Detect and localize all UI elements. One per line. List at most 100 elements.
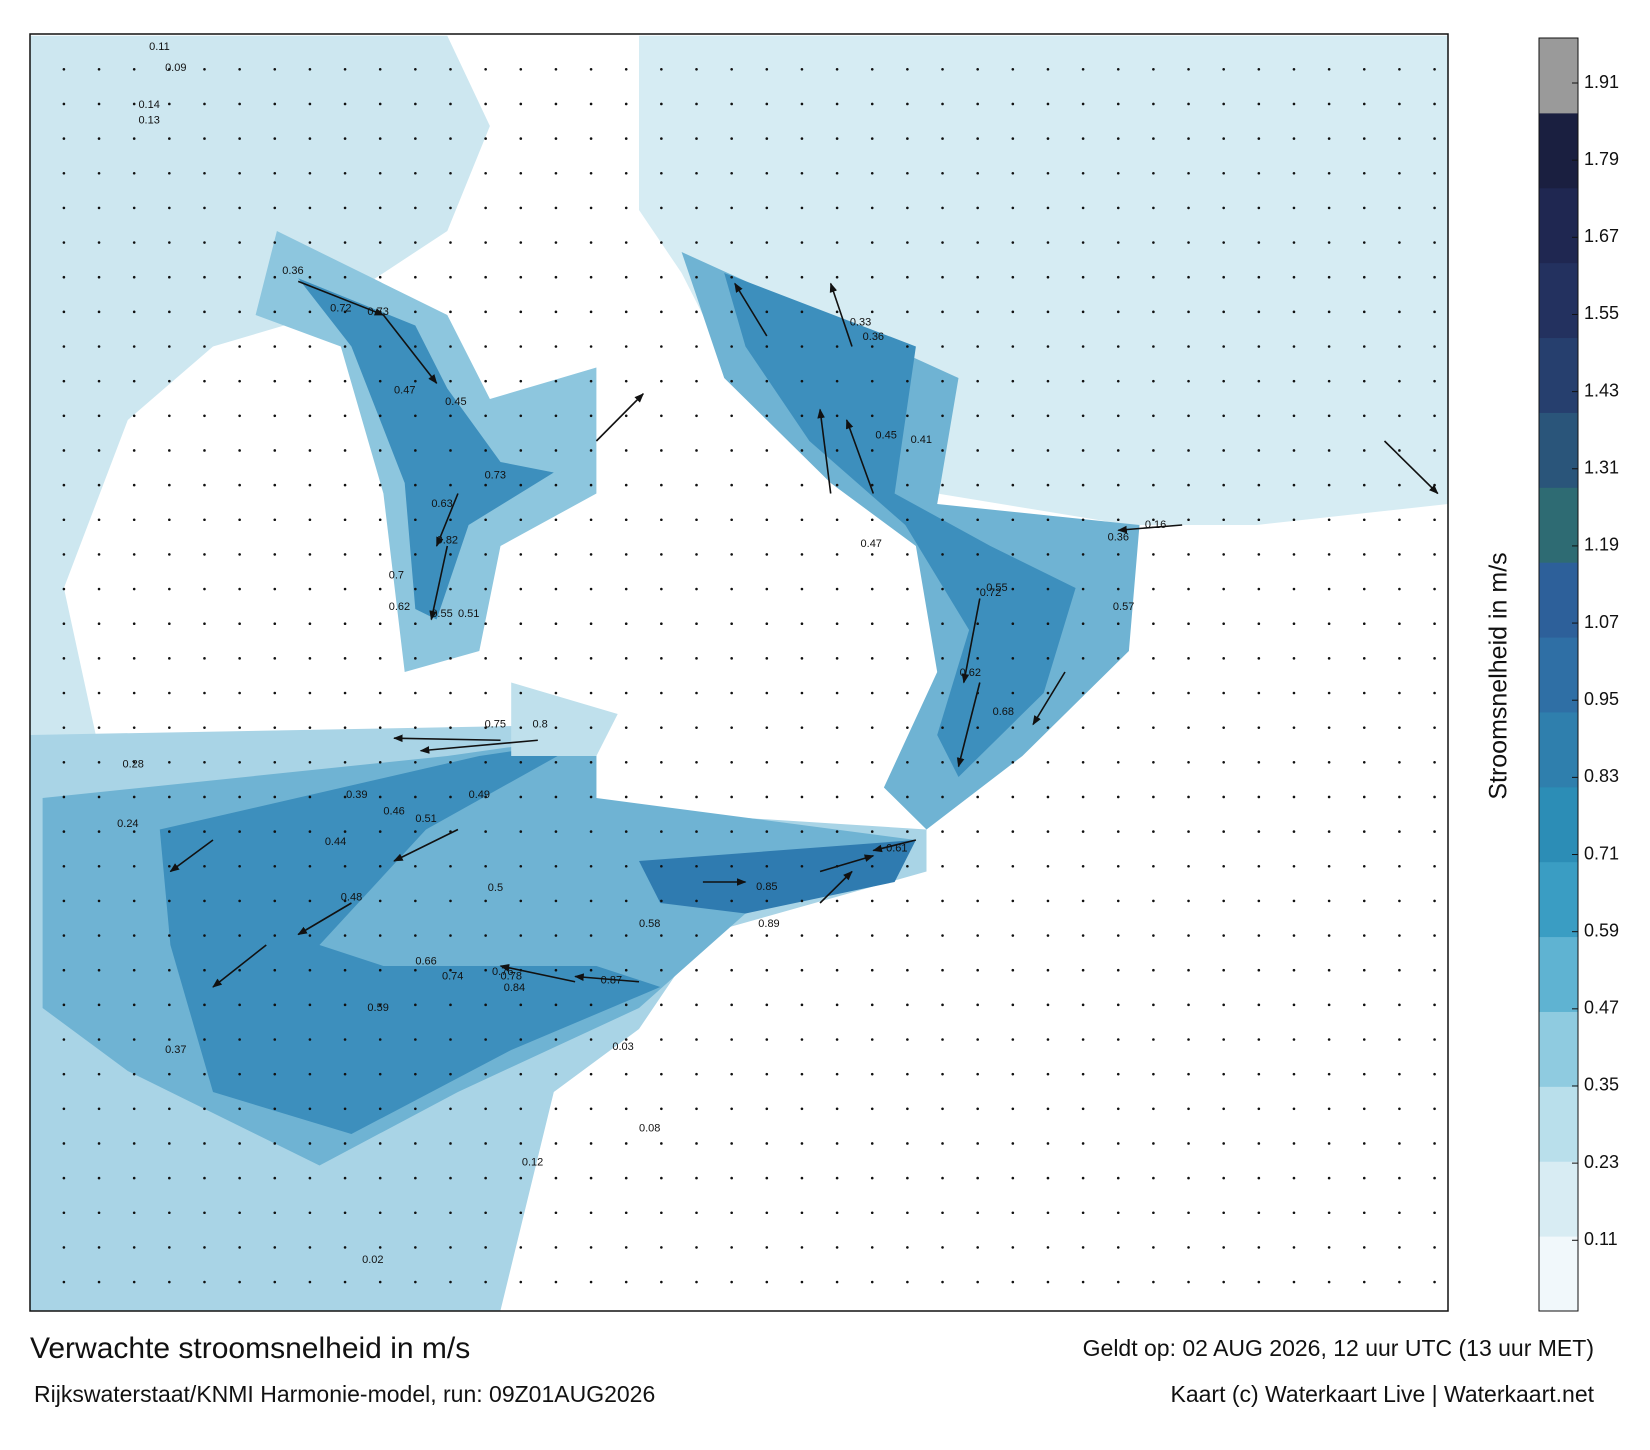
grid-dot: [1292, 449, 1296, 452]
grid-dot: [203, 483, 206, 487]
grid-dot: [484, 587, 487, 591]
grid-dot: [870, 622, 874, 625]
grid-dot: [976, 310, 979, 314]
grid-dot: [660, 657, 663, 660]
grid-dot: [1327, 1142, 1331, 1145]
grid-dot: [168, 830, 171, 833]
colorbar-tick-label: 0.59: [1584, 920, 1619, 940]
grid-dot: [97, 310, 101, 314]
grid-dot: [484, 553, 487, 556]
grid-dot: [1362, 345, 1366, 348]
grid-dot: [1081, 934, 1085, 937]
grid-dot: [62, 1176, 66, 1180]
speed-label: 0.73: [485, 470, 506, 482]
grid-dot: [132, 864, 136, 868]
grid-dot: [1011, 691, 1015, 695]
grid-dot: [1046, 657, 1050, 660]
colorbar-tick-label: 0.83: [1584, 766, 1619, 786]
grid-dot: [589, 553, 593, 556]
grid-dot: [1222, 1142, 1225, 1145]
grid-dot: [554, 553, 558, 556]
grid-dot: [906, 68, 909, 71]
grid-dot: [589, 830, 593, 833]
speed-label: 0.73: [367, 306, 388, 318]
grid-dot: [378, 864, 382, 868]
grid-dot: [554, 1142, 558, 1145]
grid-dot: [238, 449, 241, 452]
grid-dot: [168, 206, 171, 210]
grid-dot: [378, 483, 382, 487]
grid-dot: [941, 483, 944, 487]
grid-dot: [168, 1280, 171, 1284]
grid-dot: [1398, 1142, 1401, 1145]
grid-dot: [624, 899, 628, 903]
current-arrow: [393, 828, 459, 862]
grid-dot: [976, 622, 979, 625]
grid-dot: [414, 691, 417, 695]
grid-dot: [1292, 587, 1296, 591]
grid-dot: [800, 379, 804, 383]
grid-dot: [1222, 795, 1225, 799]
grid-dot: [238, 483, 241, 487]
grid-dot: [414, 1142, 417, 1145]
grid-dot: [519, 587, 523, 591]
grid-dot: [414, 622, 417, 625]
grid-dot: [203, 795, 206, 799]
grid-dot: [238, 691, 241, 695]
grid-dot: [343, 275, 347, 279]
grid-dot: [1257, 1246, 1261, 1249]
grid-dot: [132, 587, 136, 591]
grid-dot: [414, 1072, 417, 1076]
grid-dot: [554, 275, 558, 279]
grid-dot: [1187, 899, 1190, 903]
colorbar-tick-label: 1.91: [1584, 72, 1619, 92]
grid-dot: [97, 414, 101, 418]
grid-dot: [1046, 414, 1050, 418]
grid-dot: [1362, 1072, 1366, 1076]
speed-label: 0.66: [415, 956, 436, 968]
grid-dot: [835, 345, 839, 348]
grid-dot: [1116, 1142, 1120, 1145]
grid-dot: [1433, 1280, 1436, 1284]
grid-dot: [1398, 275, 1401, 279]
grid-dot: [695, 1142, 698, 1145]
grid-dot: [414, 102, 417, 106]
grid-dot: [1433, 622, 1436, 625]
grid-dot: [1116, 414, 1120, 418]
grid-dot: [1011, 206, 1015, 210]
current-arrow: [169, 839, 214, 873]
grid-dot: [414, 795, 417, 799]
grid-dot: [1011, 1107, 1015, 1111]
grid-dot: [589, 241, 593, 244]
grid-dot: [1011, 310, 1015, 314]
grid-dot: [765, 206, 769, 210]
grid-dot: [941, 622, 944, 625]
grid-dot: [1433, 1003, 1436, 1007]
grid-dot: [1362, 1246, 1366, 1249]
grid-dot: [624, 726, 628, 729]
grid-dot: [343, 899, 347, 903]
grid-dot: [62, 691, 66, 695]
grid-dot: [238, 622, 241, 625]
grid-dot: [976, 934, 979, 937]
grid-dot: [1433, 275, 1436, 279]
grid-dot: [730, 1280, 733, 1284]
grid-dot: [1187, 241, 1190, 244]
grid-dot: [695, 657, 698, 660]
grid-dot: [168, 310, 171, 314]
grid-dot: [132, 518, 136, 522]
grid-dot: [1187, 657, 1190, 660]
grid-dot: [765, 1038, 769, 1041]
grid-dot: [695, 830, 698, 833]
grid-dot: [449, 171, 452, 175]
grid-dot: [800, 241, 804, 244]
grid-dot: [1046, 553, 1050, 556]
grid-dot: [414, 657, 417, 660]
grid-dot: [941, 899, 944, 903]
grid-dot: [238, 379, 241, 383]
grid-dot: [660, 830, 663, 833]
grid-dot: [343, 830, 347, 833]
grid-dot: [1362, 102, 1366, 106]
grid-dot: [308, 622, 312, 625]
grid-dot: [941, 968, 944, 972]
